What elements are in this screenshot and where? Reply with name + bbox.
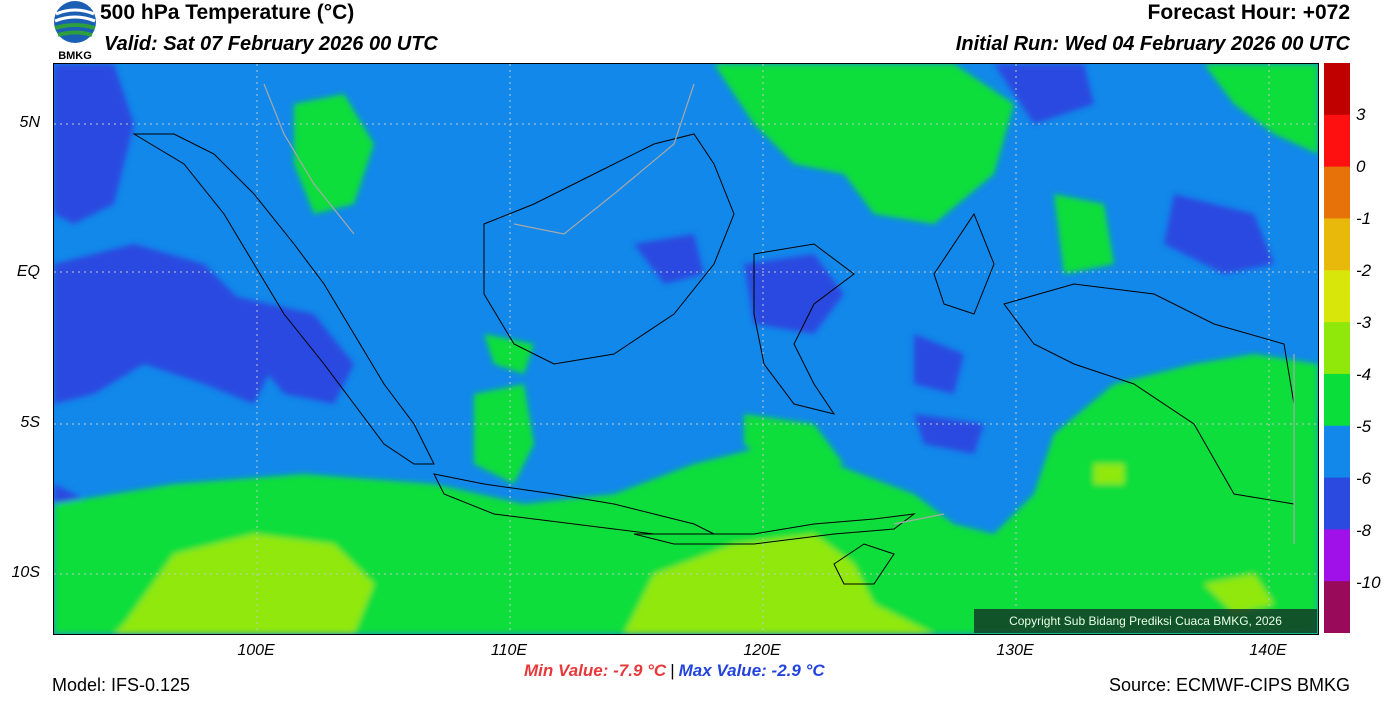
- colorbar-label: -1: [1356, 209, 1372, 228]
- colorbar-label: -6: [1356, 469, 1372, 488]
- colorbar-swatch: [1324, 166, 1350, 219]
- lon-label-100e: 100E: [237, 642, 275, 659]
- nusa-tenggara-outline: [633, 513, 916, 545]
- initial-run: Initial Run: Wed 04 February 2026 00 UTC: [955, 33, 1350, 55]
- lat-label-5s: 5S: [20, 414, 40, 431]
- min-value: Min Value: -7.9 °C: [524, 661, 667, 680]
- field-patch-warmer: [1094, 464, 1124, 484]
- valid-time: Valid: Sat 07 February 2026 00 UTC: [104, 33, 438, 55]
- field-patch-cold: [54, 244, 274, 404]
- copyright-notice: Copyright Sub Bidang Prediksi Cuaca BMKG…: [974, 609, 1317, 633]
- bmkg-logo-icon: BMKG: [54, 1, 96, 62]
- field-patch-warm: [744, 414, 844, 474]
- java-outline: [433, 473, 715, 535]
- field-patch-warmer: [624, 534, 934, 634]
- colorbar: [1324, 63, 1350, 634]
- separator: |: [670, 661, 675, 680]
- malay-peninsula-outline: [263, 83, 355, 235]
- colorbar-label: -2: [1356, 261, 1372, 280]
- sulawesi-outline: [753, 243, 855, 415]
- sarawak-border: [513, 83, 695, 235]
- colorbar-label: -10: [1356, 573, 1381, 592]
- temperature-map: [53, 63, 1319, 635]
- field-patch-cold: [994, 64, 1094, 124]
- lon-label-130e: 130E: [996, 642, 1034, 659]
- graticule: [54, 64, 1318, 634]
- colorbar-swatch: [1324, 114, 1350, 168]
- lon-label-140e: 140E: [1249, 642, 1287, 659]
- borders: [263, 83, 1295, 544]
- colorbar-swatches: [1324, 63, 1350, 634]
- maluku-outline: [933, 212, 995, 315]
- colorbar-label: -4: [1356, 365, 1372, 384]
- max-value: Max Value: -2.9 °C: [678, 661, 825, 680]
- field-patch-warm: [1204, 64, 1318, 154]
- colorbar-swatch: [1324, 581, 1350, 634]
- min-max-values: Min Value: -7.9 °C | Max Value: -2.9 °C: [524, 661, 825, 681]
- coastlines: [132, 133, 1295, 585]
- logo-text: BMKG: [58, 50, 92, 62]
- field-patch-warmer: [1204, 574, 1274, 614]
- timor-border: [893, 513, 945, 525]
- field-patch-cold: [54, 64, 134, 224]
- lat-label-10s: 10S: [11, 564, 40, 581]
- colorbar-label: -5: [1356, 417, 1372, 436]
- colorbar-label: 0: [1356, 157, 1366, 176]
- colorbar-swatch: [1324, 373, 1350, 427]
- field-patch-warm: [714, 64, 1014, 224]
- field-patch-warm: [484, 334, 534, 374]
- timor-outline: [833, 543, 895, 585]
- source-label: Source: ECMWF-CIPS BMKG: [1108, 675, 1350, 695]
- colorbar-swatch: [1324, 529, 1350, 582]
- colorbar-swatch: [1324, 63, 1350, 116]
- colorbar-swatch: [1324, 322, 1350, 375]
- map-title: 500 hPa Temperature (°C): [100, 1, 355, 24]
- field-patch-cold: [634, 234, 704, 284]
- colorbar-swatch: [1324, 425, 1350, 479]
- field-patch-warm: [54, 354, 1318, 634]
- lat-label-5n: 5N: [19, 114, 40, 131]
- sumatra-outline: [132, 133, 435, 465]
- lat-label-eq: EQ: [16, 263, 40, 280]
- field-patch-cold: [224, 294, 354, 404]
- colorbar-swatch: [1324, 218, 1350, 271]
- field-patch-cold: [744, 254, 844, 334]
- lon-label-110e: 110E: [490, 642, 528, 659]
- colorbar-label: 3: [1356, 105, 1366, 124]
- field-patch-warm: [1054, 194, 1114, 274]
- model-label: Model: IFS-0.125: [52, 675, 191, 695]
- field-patch-warm: [474, 384, 534, 484]
- colorbar-swatch: [1324, 477, 1350, 530]
- bmkg-logo: BMKG: [50, 0, 100, 62]
- lon-label-120e: 120E: [743, 642, 781, 659]
- borneo-outline: [483, 133, 735, 365]
- field-patch-cold: [914, 334, 964, 394]
- colorbar-swatch: [1324, 270, 1350, 323]
- field-patch-cold: [1164, 194, 1274, 274]
- field-patch-warmer: [114, 534, 374, 634]
- colorbar-label: -8: [1356, 521, 1372, 540]
- forecast-hour: Forecast Hour: +072: [1147, 1, 1351, 24]
- colorbar-label: -3: [1356, 313, 1372, 332]
- map-canvas: [54, 64, 1318, 634]
